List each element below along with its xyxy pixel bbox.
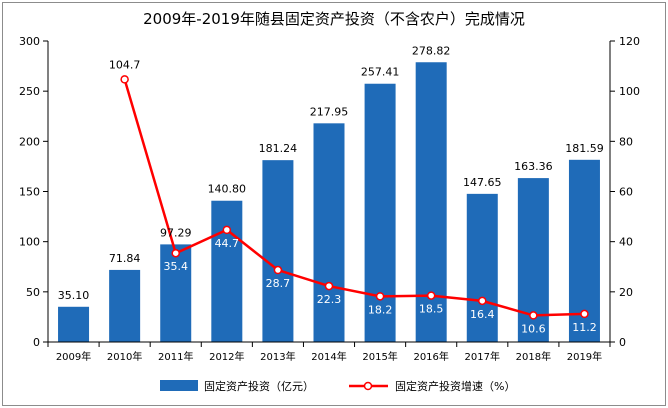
growth-line: [123, 79, 585, 317]
bar-value-label: 35.10: [58, 289, 90, 302]
legend-label-bar: 固定资产投资（亿元）: [204, 379, 314, 393]
bar-8: [466, 193, 498, 342]
legend-swatch-marker: [363, 381, 373, 391]
growth-value-label: 11.2: [572, 321, 597, 334]
bar-value-label: 163.36: [514, 160, 553, 173]
legend-label-line: 固定资产投资增速（%）: [395, 379, 515, 393]
y-left-tick-label: 200: [19, 135, 40, 148]
growth-point-4: [273, 265, 283, 275]
bar-value-label: 257.41: [361, 66, 400, 79]
bar-2: [160, 244, 192, 342]
growth-value-label: 10.6: [521, 322, 546, 335]
x-tick-label: 2017年: [465, 350, 500, 363]
bar-value-label: 181.24: [259, 142, 298, 155]
growth-value-label: 28.7: [266, 277, 291, 290]
bar-3: [211, 200, 243, 342]
y-left-tick-label: 300: [19, 35, 40, 48]
bar-value-label: 140.80: [208, 183, 247, 196]
y-left-tick-label: 100: [19, 236, 40, 249]
growth-point-1: [120, 75, 129, 84]
bar-7: [415, 62, 447, 342]
axes-layer: 0 50 100 150 200 250 300 0 20 40 60 80 100 120 2009年 20…: [19, 35, 640, 363]
bar-value-label: 278.82: [412, 44, 451, 57]
x-tick-label: 2011年: [158, 350, 193, 363]
growth-point-2: [171, 248, 180, 258]
bar-value-label: 97.29: [160, 226, 192, 239]
bar-value-label: 147.65: [463, 176, 502, 189]
y-right-tick-label: 60: [619, 186, 633, 199]
x-tick-label: 2018年: [516, 350, 551, 363]
growth-value-label: 44.7: [215, 237, 240, 250]
bar-0: [58, 306, 90, 342]
y-right-tick-label: 20: [619, 286, 633, 299]
labels-layer: 35.10 71.84 97.29 140.80 181.24 217.95 257.41 2…: [58, 44, 604, 335]
growth-point-7: [426, 291, 436, 300]
x-tick-label: 2014年: [311, 350, 346, 363]
growth-point-9: [529, 311, 538, 320]
bar-5: [313, 123, 345, 342]
x-tick-label: 2009年: [56, 350, 91, 363]
bar-1: [109, 269, 141, 342]
growth-point-10: [580, 309, 589, 319]
y-left-tick-label: 250: [19, 85, 40, 98]
growth-value-label: 22.3: [317, 293, 342, 306]
y-right-tick-label: 120: [619, 35, 640, 48]
bar-value-label: 181.59: [565, 142, 604, 155]
y-right-tick-label: 0: [619, 336, 626, 349]
x-tick-label: 2016年: [413, 350, 448, 363]
growth-value-label: 35.4: [163, 260, 188, 273]
line-layer: [120, 75, 589, 320]
y-left-tick-label: 50: [26, 286, 40, 299]
growth-point-5: [324, 281, 334, 291]
x-tick-label: 2010年: [107, 350, 142, 363]
legend: 固定资产投资（亿元） 固定资产投资增速（%）: [160, 379, 515, 393]
growth-point-3: [222, 225, 232, 235]
y-left-tick-label: 0: [33, 336, 40, 349]
x-tick-label: 2012年: [209, 350, 244, 363]
y-right-tick-label: 80: [619, 135, 633, 148]
x-tick-label: 2019年: [567, 350, 602, 363]
y-right-tick-label: 40: [619, 236, 633, 249]
bar-value-label: 71.84: [109, 252, 141, 265]
bar-value-label: 217.95: [310, 105, 349, 118]
x-tick-label: 2015年: [362, 350, 397, 363]
y-left-tick-label: 150: [19, 186, 40, 199]
growth-value-label: 18.5: [419, 303, 444, 316]
bar-4: [262, 160, 294, 342]
chart-title: 2009年-2019年随县固定资产投资（不含农户）完成情况: [143, 10, 525, 28]
growth-value-label: 104.7: [109, 58, 141, 71]
growth-point-8: [478, 296, 487, 306]
legend-swatch-bar: [160, 380, 198, 391]
growth-value-label: 16.4: [470, 308, 495, 321]
growth-point-6: [375, 292, 385, 301]
y-right-tick-label: 100: [619, 85, 640, 98]
growth-value-label: 18.2: [368, 303, 393, 316]
x-tick-label: 2013年: [260, 350, 295, 363]
